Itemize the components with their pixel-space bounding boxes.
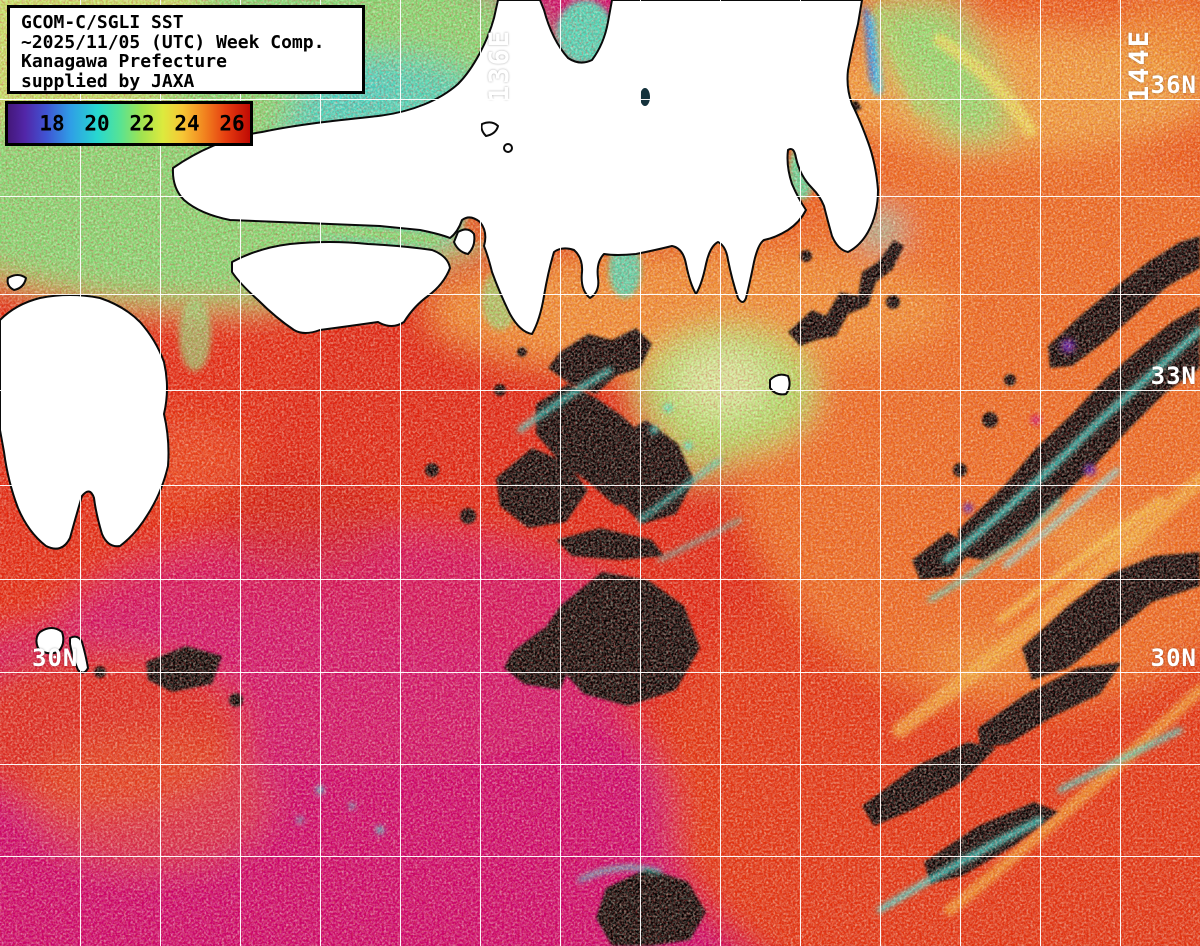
title-line-region: Kanagawa Prefecture — [21, 51, 227, 72]
colorbar-tick-18: 18 — [39, 111, 65, 136]
title-line-supplier: supplied by JAXA — [21, 70, 195, 92]
title-box: GCOM-C/SGLI SST ~2025/11/05 (UTC) Week C… — [7, 5, 365, 94]
title-line-date: ~2025/11/05 (UTC) Week Comp. — [21, 31, 325, 53]
colorbar-tick-24: 24 — [174, 111, 200, 136]
colorbar-gradient — [8, 104, 250, 143]
colorbar-tick-26: 26 — [219, 111, 245, 136]
colorbar-tick-22: 22 — [129, 111, 155, 136]
lake — [640, 88, 650, 106]
title-line-product: GCOM-C/SGLI SST — [21, 12, 184, 33]
colorbar-tick-20: 20 — [84, 111, 110, 136]
colorbar: 18 20 22 24 26 — [5, 101, 253, 146]
